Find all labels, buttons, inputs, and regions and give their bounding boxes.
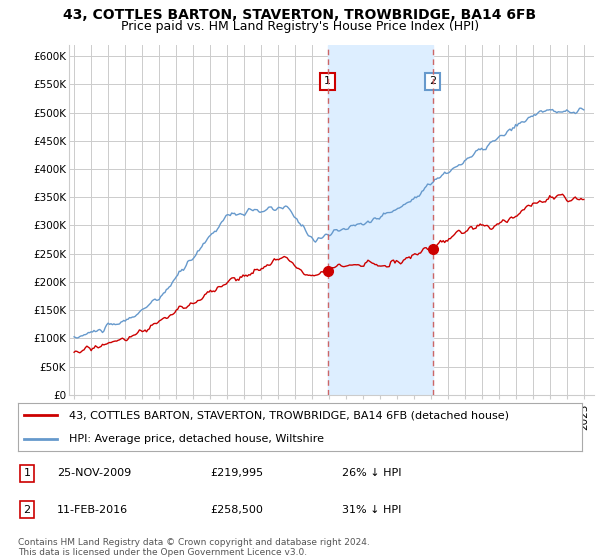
Text: £219,995: £219,995 [210, 468, 263, 478]
Text: 2: 2 [430, 77, 436, 86]
Text: Contains HM Land Registry data © Crown copyright and database right 2024.
This d: Contains HM Land Registry data © Crown c… [18, 538, 370, 557]
Text: 26% ↓ HPI: 26% ↓ HPI [342, 468, 401, 478]
Text: 11-FEB-2016: 11-FEB-2016 [57, 505, 128, 515]
Text: 31% ↓ HPI: 31% ↓ HPI [342, 505, 401, 515]
Bar [328, 45, 433, 395]
Text: 25-NOV-2009: 25-NOV-2009 [57, 468, 131, 478]
Text: HPI: Average price, detached house, Wiltshire: HPI: Average price, detached house, Wilt… [69, 434, 324, 444]
Text: 43, COTTLES BARTON, STAVERTON, TROWBRIDGE, BA14 6FB (detached house): 43, COTTLES BARTON, STAVERTON, TROWBRIDG… [69, 410, 509, 420]
Text: 43, COTTLES BARTON, STAVERTON, TROWBRIDGE, BA14 6FB: 43, COTTLES BARTON, STAVERTON, TROWBRIDG… [64, 8, 536, 22]
Text: £258,500: £258,500 [210, 505, 263, 515]
Text: 2: 2 [23, 505, 31, 515]
Text: Price paid vs. HM Land Registry's House Price Index (HPI): Price paid vs. HM Land Registry's House … [121, 20, 479, 32]
Text: 1: 1 [23, 468, 31, 478]
Text: 1: 1 [324, 77, 331, 86]
